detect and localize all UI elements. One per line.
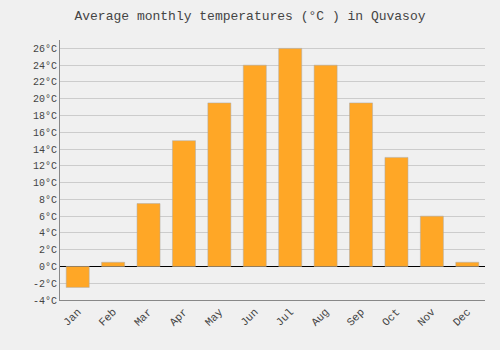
svg-text:14°C: 14°C bbox=[33, 145, 57, 156]
svg-text:22°C: 22°C bbox=[33, 77, 57, 88]
svg-text:12°C: 12°C bbox=[33, 161, 57, 172]
svg-text:Jun: Jun bbox=[238, 306, 260, 328]
svg-text:26°C: 26°C bbox=[33, 44, 57, 55]
svg-text:20°C: 20°C bbox=[33, 94, 57, 105]
svg-text:Feb: Feb bbox=[97, 306, 119, 328]
svg-text:Average monthly temperatures (: Average monthly temperatures (°C ) in Qu… bbox=[74, 9, 425, 24]
svg-text:Dec: Dec bbox=[451, 306, 473, 328]
svg-text:-2°C: -2°C bbox=[33, 279, 57, 290]
svg-text:8°C: 8°C bbox=[39, 195, 57, 206]
svg-text:0°C: 0°C bbox=[39, 262, 57, 273]
svg-text:May: May bbox=[203, 306, 226, 329]
svg-text:10°C: 10°C bbox=[33, 178, 57, 189]
svg-text:Sep: Sep bbox=[345, 306, 367, 328]
svg-text:-4°C: -4°C bbox=[33, 296, 57, 307]
svg-text:6°C: 6°C bbox=[39, 212, 57, 223]
svg-text:16°C: 16°C bbox=[33, 128, 57, 139]
svg-text:Mar: Mar bbox=[132, 306, 154, 328]
svg-text:Apr: Apr bbox=[167, 306, 189, 328]
svg-text:Oct: Oct bbox=[380, 306, 402, 328]
svg-text:Jul: Jul bbox=[274, 306, 296, 328]
svg-text:Aug: Aug bbox=[309, 306, 331, 328]
svg-text:2°C: 2°C bbox=[39, 245, 57, 256]
svg-text:Jan: Jan bbox=[61, 306, 83, 328]
svg-text:24°C: 24°C bbox=[33, 61, 57, 72]
svg-text:18°C: 18°C bbox=[33, 111, 57, 122]
svg-text:4°C: 4°C bbox=[39, 228, 57, 239]
svg-text:Nov: Nov bbox=[415, 306, 438, 329]
